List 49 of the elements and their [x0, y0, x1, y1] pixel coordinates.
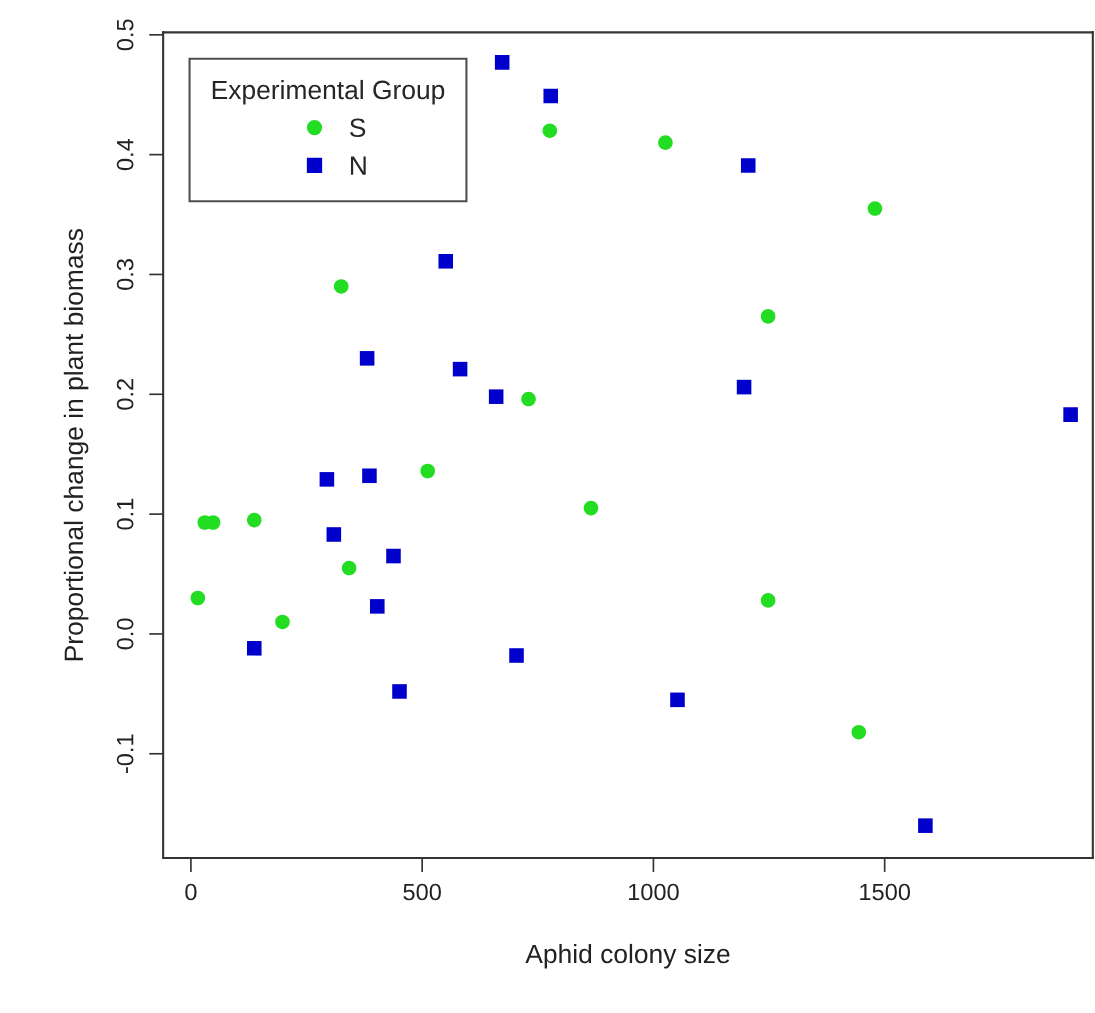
x-tick-label: 1500: [860, 883, 911, 901]
point: [740, 158, 756, 173]
point: [362, 468, 377, 484]
point: [760, 309, 776, 324]
y-tick-label: 0.4: [116, 138, 134, 171]
y-tick-label: -0.1: [116, 734, 134, 774]
y-tick-label: 0.3: [116, 259, 134, 290]
point: [341, 560, 357, 576]
legend-title: Experimental Group: [212, 79, 445, 105]
legend-label: S: [350, 118, 366, 138]
point: [583, 500, 599, 516]
y-tick-label: 0.2: [116, 379, 134, 410]
point: [370, 599, 385, 614]
point: [333, 279, 349, 294]
point: [386, 548, 401, 564]
point: [543, 88, 559, 104]
point: [670, 692, 685, 708]
x-axis-title: Aphid colony size: [525, 943, 730, 969]
point: [246, 512, 262, 528]
point: [246, 641, 262, 656]
point: [658, 135, 673, 150]
point: [509, 648, 524, 663]
legend-label: N: [350, 156, 366, 175]
point: [760, 593, 776, 608]
y-tick-label: 0.1: [116, 498, 134, 530]
x-tick-label: 1000: [628, 883, 679, 901]
y-axis-title: Proportional change in plant biomass: [63, 229, 89, 661]
point: [326, 527, 342, 542]
y-tick-label: 0.5: [116, 19, 134, 51]
point: [319, 472, 335, 487]
point: [190, 590, 206, 606]
point: [494, 55, 510, 70]
point: [420, 463, 435, 479]
point: [521, 391, 536, 407]
x-tick-label: 500: [403, 883, 441, 901]
point: [851, 724, 867, 740]
point: [438, 254, 454, 269]
y-tick-label: 0.0: [116, 618, 134, 650]
point: [392, 684, 407, 699]
point: [736, 379, 752, 395]
point: [452, 361, 468, 377]
point: [542, 123, 558, 138]
point: [488, 389, 504, 404]
point: [275, 614, 290, 630]
point: [867, 201, 883, 216]
point: [918, 818, 933, 833]
point: [359, 351, 375, 366]
point: [1063, 407, 1078, 422]
x-tick-label: 0: [185, 883, 197, 901]
